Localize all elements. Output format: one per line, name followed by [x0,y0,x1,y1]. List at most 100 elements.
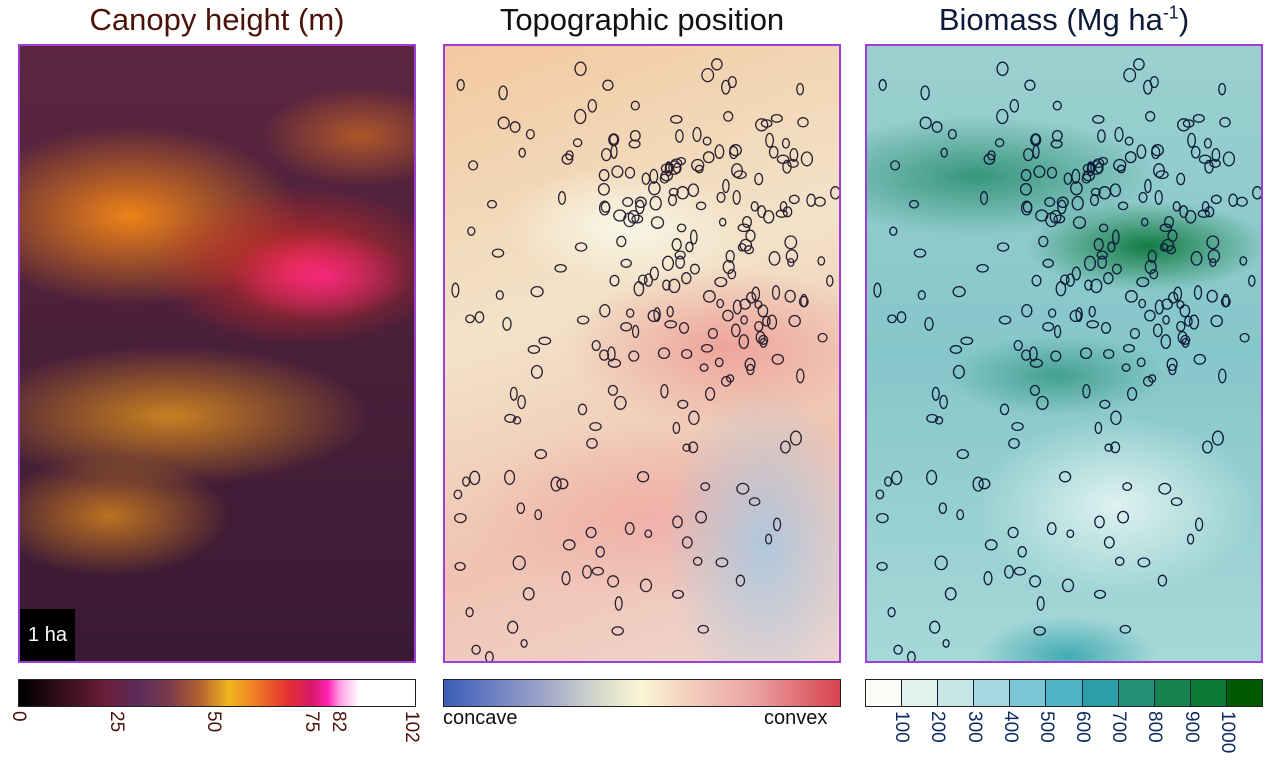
tree-crown-outline [691,158,705,172]
tree-crown-outline [681,348,693,360]
tree-crown-outline [653,307,661,322]
tree-crown-outline [1218,368,1227,384]
tree-crown-outline [474,311,485,324]
tree-crown-outline [627,209,640,224]
tree-crown-outline [1147,249,1157,263]
tree-crown-outline [952,364,965,379]
tree-crown-outline [512,416,522,425]
tree-crown-outline [1008,437,1020,449]
tree-crown-outline [1152,323,1163,338]
tree-crown-outline [1021,349,1032,361]
biomass-tick-1000: 1000 [1216,711,1238,754]
tree-crown-outline [983,153,996,165]
tree-crown-outline [688,410,700,426]
tree-crown-outline [1052,100,1062,111]
tree-crown-outline [740,315,748,325]
tree-crown-outline [1109,183,1122,198]
tree-crown-outline [635,199,645,215]
biomass-bin-3 [974,680,1011,706]
tree-crown-outline [1011,421,1024,432]
tree-crown-outline [1162,315,1170,325]
tree-crown-outline [1123,67,1137,83]
tree-crown-outline [1179,304,1191,318]
tree-crown-outline [1023,147,1034,162]
topographic-position-map [443,44,841,663]
tree-crown-outline [471,644,481,655]
tree-crown-outline [451,282,460,298]
tree-crown-outline [1143,79,1153,95]
tree-crown-outline [1151,144,1164,157]
tree-crown-outline [780,440,791,454]
tree-crown-outline [787,257,795,268]
tree-crown-outline [1157,574,1168,587]
tree-crown-outline [714,357,724,368]
tree-crown-outline [906,651,916,661]
tree-crown-outline [624,166,636,179]
tree-crown-outline [587,98,598,113]
tree-crown-outline [1066,529,1075,539]
tree-crown-outline [722,178,730,194]
tree-crown-outline [732,189,741,205]
tree-crown-outline [1071,168,1081,184]
biomass-bin-1 [902,680,939,706]
tree-crown-outline [609,133,619,145]
tree-crown-outline [702,290,716,303]
tree-crown-outline [527,345,541,354]
tree-crown-outline [607,346,616,362]
biomass-title-end: ) [1178,2,1190,37]
tree-crown-outline [768,145,779,159]
tree-crown-outline [574,242,588,252]
tree-crown-outline [1013,566,1027,576]
scale-bar-label: 1 ha [20,609,75,661]
tree-crown-outline [1117,510,1130,524]
biomass-bin-9 [1190,680,1227,706]
tree-crown-outline [1155,170,1169,180]
tree-crown-outline [715,557,729,568]
tree-crown-outline [565,150,574,161]
tree-crown-outline [699,363,709,372]
tree-crown-outline [1065,273,1075,287]
tree-crown-outline [739,238,753,252]
tree-crown-outline [896,311,907,324]
canopy-height-colorbar [18,679,416,707]
tree-crown-outline [1007,526,1019,539]
tree-crown-outline [798,295,809,308]
tree-crown-outline [1133,58,1145,71]
tree-crown-outline [607,384,619,396]
tree-crown-outline [1170,497,1183,507]
tree-crown-outline [1031,274,1042,287]
tree-crown-outline [1166,357,1178,372]
tree-crown-outline [694,164,704,174]
tree-crown-outline [1168,291,1179,304]
tree-crown-outline [940,147,948,158]
tree-crown-outline [1114,556,1125,566]
tree-crown-outline [650,216,665,229]
tree-crown-outline [934,416,944,425]
tree-crown-outline [942,638,950,648]
tree-crown-outline [737,223,751,233]
tree-crown-outline [644,529,653,539]
tree-crown-outline [1088,305,1096,318]
tree-crown-outline [1103,272,1114,285]
tree-crown-outline [817,332,828,343]
tree-crown-outline [1204,159,1214,174]
tree-crown-outline [550,476,562,492]
convex-label: convex [764,707,828,729]
tree-crown-outline [682,443,692,452]
tree-crown-outline [1057,199,1067,215]
tree-crown-outline [628,139,641,149]
tree-crown-outline [1159,223,1173,233]
tree-crown-outline [1179,205,1189,219]
tree-crown-outline [1063,172,1073,185]
tree-crown-outline [1252,186,1261,200]
tree-crown-outline [1084,279,1093,291]
tree-crown-outline [597,182,610,196]
tree-crown-outline [609,274,620,287]
tree-crown-outline [695,510,708,524]
tree-crown-outline [695,201,707,211]
tree-crown-outline [743,245,755,255]
tree-crown-outline [1116,164,1126,174]
tree-crown-outline [1020,200,1033,216]
tree-crown-outline [772,517,782,532]
tree-crown-outline [956,509,965,521]
